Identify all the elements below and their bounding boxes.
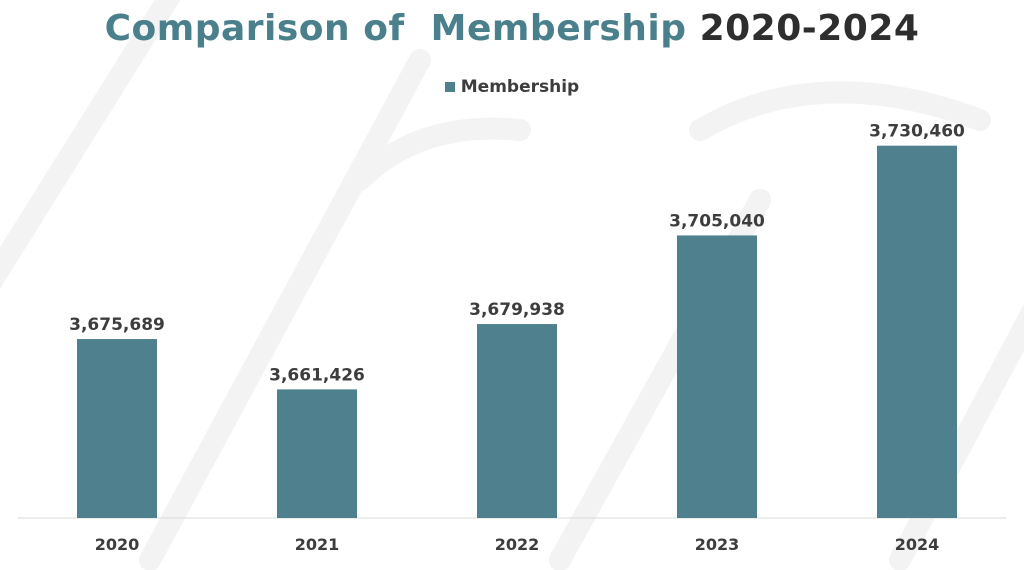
legend-label-membership: Membership: [460, 77, 580, 97]
title-part2: 2020-2024: [699, 8, 920, 49]
data-label-2021: 3,661,426: [269, 365, 365, 385]
bar-2023: [677, 235, 757, 518]
data-label-2023: 3,705,040: [669, 211, 765, 231]
bar-2021: [277, 389, 357, 518]
x-tick-label-2024: 2024: [895, 535, 940, 554]
x-tick-label-2023: 2023: [695, 535, 740, 554]
bar-2022: [477, 324, 557, 518]
data-label-2024: 3,730,460: [869, 122, 965, 142]
x-tick-label-2020: 2020: [95, 535, 140, 554]
legend: Membership: [0, 77, 1024, 97]
x-tick-label-2021: 2021: [295, 535, 340, 554]
legend-swatch: [444, 82, 455, 92]
data-label-2020: 3,675,689: [69, 315, 165, 335]
data-label-2022: 3,679,938: [469, 300, 565, 320]
bar-2024: [877, 145, 957, 518]
bar-2020: [77, 339, 157, 518]
x-tick-label-2022: 2022: [495, 535, 540, 554]
chart-title: Comparison of Membership 2020-2024: [0, 8, 1024, 49]
title-part1: Comparison of Membership: [104, 8, 687, 49]
